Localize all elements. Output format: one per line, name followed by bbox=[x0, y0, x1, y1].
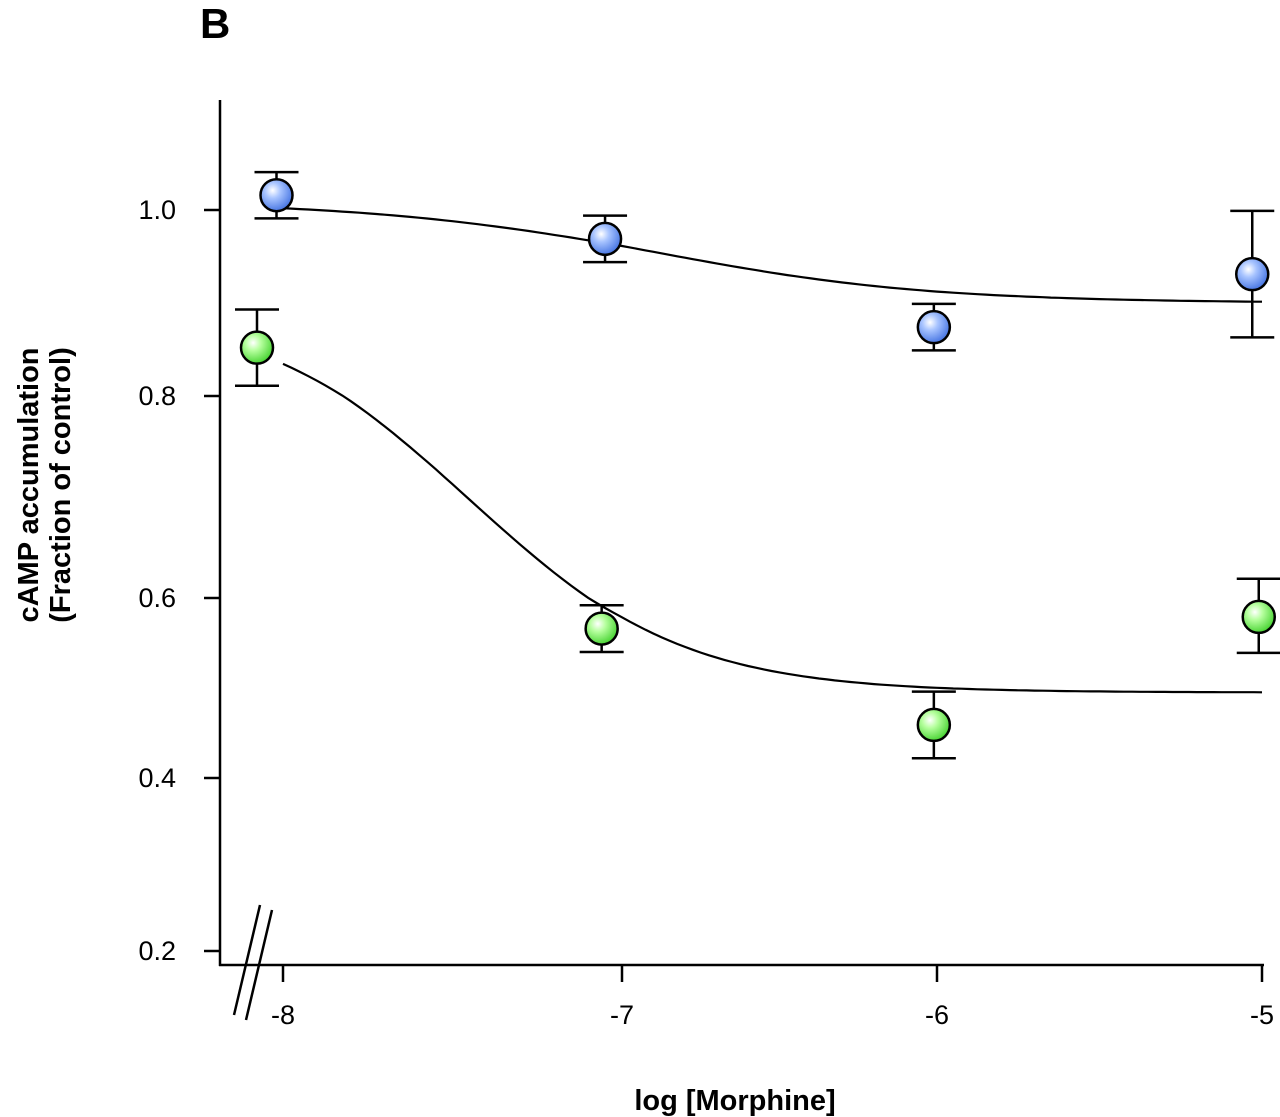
panel-label: B bbox=[200, 0, 230, 47]
marker bbox=[1241, 599, 1276, 635]
data-point-blue bbox=[583, 214, 628, 264]
axis-break-icon bbox=[232, 904, 274, 1021]
data-point-green bbox=[1236, 577, 1280, 655]
marker bbox=[1235, 256, 1270, 292]
data-point-blue bbox=[1230, 209, 1275, 339]
data-point-green bbox=[911, 690, 956, 760]
data-point-green bbox=[579, 603, 624, 654]
y-axis-label-line1: cAMP accumulation bbox=[13, 347, 45, 622]
marker bbox=[239, 330, 275, 365]
x-axis-label: log [Morphine] bbox=[634, 1085, 835, 1117]
x-tick-label: -5 bbox=[1250, 1000, 1274, 1030]
data-point-green bbox=[235, 308, 279, 388]
y-tick-label: 0.6 bbox=[138, 583, 176, 613]
x-tick-label: -6 bbox=[925, 1000, 949, 1030]
data-point-blue bbox=[911, 302, 956, 352]
fit-curve-green bbox=[282, 362, 1263, 694]
x-tick-label: -8 bbox=[271, 1000, 295, 1030]
y-tick-label: 1.0 bbox=[138, 195, 176, 225]
y-tick-label: 0.2 bbox=[138, 936, 176, 966]
marker bbox=[916, 707, 952, 743]
marker bbox=[259, 177, 294, 213]
marker bbox=[587, 221, 623, 257]
y-tick-label: 0.4 bbox=[138, 763, 176, 793]
fit-curve-blue bbox=[282, 207, 1262, 303]
marker bbox=[916, 309, 952, 345]
y-tick-label: 0.8 bbox=[138, 381, 176, 411]
marker bbox=[584, 611, 619, 646]
data-point-blue bbox=[254, 170, 299, 220]
x-tick-label: -7 bbox=[610, 1000, 634, 1030]
y-axis-label-line2: (Fraction of control) bbox=[45, 347, 77, 622]
